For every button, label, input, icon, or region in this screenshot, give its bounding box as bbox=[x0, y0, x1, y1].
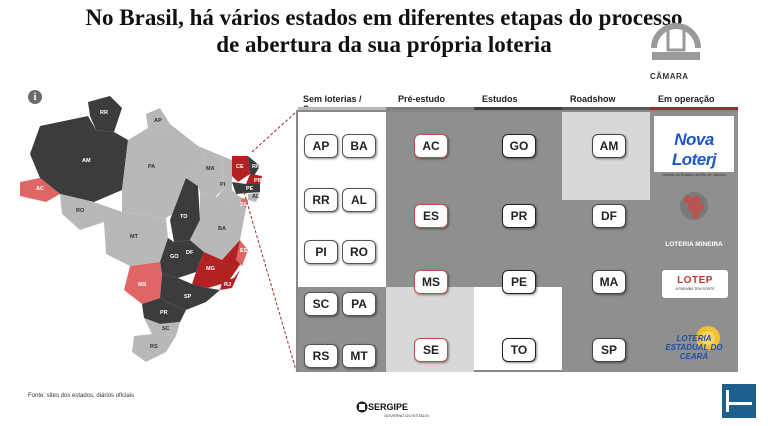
header-pre-estudo: Pré-estudo bbox=[398, 94, 446, 104]
state-sc bbox=[144, 318, 180, 336]
camara-logo-icon bbox=[651, 23, 701, 60]
sergipe-label: SERGIPE bbox=[368, 402, 409, 412]
map-label-pr: PR bbox=[160, 310, 168, 316]
slide-title: No Brasil, há vários estados em diferent… bbox=[0, 4, 768, 58]
state-rs bbox=[132, 334, 176, 362]
state-rn bbox=[248, 156, 260, 176]
state-ma bbox=[186, 146, 224, 196]
chip-am[interactable]: AM bbox=[592, 134, 626, 158]
state-rj bbox=[220, 270, 240, 290]
map-label-ce: CE bbox=[236, 164, 244, 170]
chip-ma[interactable]: MA bbox=[592, 270, 626, 294]
title-line-2: de abertura da sua própria loteria bbox=[216, 32, 552, 57]
chip-sp[interactable]: SP bbox=[592, 338, 626, 362]
state-ms bbox=[124, 262, 162, 304]
state-ce bbox=[232, 156, 250, 182]
sergipe-crest-icon bbox=[356, 401, 368, 413]
chip-rs[interactable]: RS bbox=[304, 344, 338, 368]
bar-estudos bbox=[474, 107, 562, 111]
state-ro bbox=[60, 194, 104, 230]
map-label-se: SE bbox=[240, 202, 248, 208]
lottery-status-panel: AP BA RR AL PI RO SC PA RS MT AC ES MS S… bbox=[296, 110, 738, 372]
state-am bbox=[30, 116, 128, 202]
header-estudos: Estudos bbox=[482, 94, 518, 104]
state-mt bbox=[94, 202, 168, 266]
map-label-rn: RN bbox=[252, 164, 260, 170]
sergipe-subtitle: GOVERNO DO ESTADO bbox=[384, 413, 429, 418]
state-mg bbox=[192, 240, 242, 288]
source-note: Fonte: sites dos estados, diários oficia… bbox=[28, 393, 135, 399]
title-line-1: No Brasil, há vários estados em diferent… bbox=[85, 5, 683, 30]
state-ba bbox=[190, 190, 246, 260]
map-label-pe: PE bbox=[246, 186, 254, 192]
chip-pa[interactable]: PA bbox=[342, 292, 376, 316]
chip-sc[interactable]: SC bbox=[304, 292, 338, 316]
header-em-operacao: Em operação bbox=[658, 94, 715, 104]
map-label-am: AM bbox=[82, 158, 91, 164]
chip-al[interactable]: AL bbox=[342, 188, 376, 212]
chip-to[interactable]: TO bbox=[502, 338, 536, 362]
grapes-icon bbox=[680, 192, 708, 220]
map-label-pb: PB bbox=[254, 178, 262, 184]
map-label-ac: AC bbox=[36, 186, 44, 192]
chip-rr[interactable]: RR bbox=[304, 188, 338, 212]
map-label-ms: MS bbox=[138, 282, 147, 288]
bar-roadshow bbox=[562, 107, 650, 111]
state-to bbox=[170, 178, 200, 242]
map-label-rj: RJ bbox=[224, 282, 231, 288]
chip-ba[interactable]: BA bbox=[342, 134, 376, 158]
map-label-sc: SC bbox=[162, 326, 170, 332]
bar-sem-loterias bbox=[298, 107, 386, 111]
state-rr bbox=[88, 96, 122, 132]
map-label-al: AL bbox=[252, 194, 260, 200]
chip-pe[interactable]: PE bbox=[502, 270, 536, 294]
map-label-rs: RS bbox=[150, 344, 158, 350]
map-label-to: TO bbox=[180, 214, 188, 220]
map-label-ma: MA bbox=[206, 166, 215, 172]
map-label-es: ES bbox=[240, 248, 248, 254]
map-label-ap: AP bbox=[154, 118, 162, 124]
chip-pr[interactable]: PR bbox=[502, 204, 536, 228]
state-pe bbox=[232, 182, 260, 194]
sun-icon bbox=[696, 326, 720, 350]
state-pb bbox=[246, 174, 262, 184]
state-ap bbox=[146, 108, 170, 134]
logo-loteria-mineira[interactable]: LOTERIA MINEIRA bbox=[654, 188, 734, 248]
chip-df[interactable]: DF bbox=[592, 204, 626, 228]
bar-em-operacao bbox=[650, 107, 738, 111]
header-roadshow: Roadshow bbox=[570, 94, 616, 104]
camara-label: CÂMARA bbox=[650, 72, 689, 81]
chip-go[interactable]: GO bbox=[502, 134, 536, 158]
chip-pi[interactable]: PI bbox=[304, 240, 338, 264]
chip-ac[interactable]: AC bbox=[414, 134, 448, 158]
chip-ro[interactable]: RO bbox=[342, 240, 376, 264]
chip-es[interactable]: ES bbox=[414, 204, 448, 228]
chip-mt[interactable]: MT bbox=[342, 344, 376, 368]
map-label-mt: MT bbox=[130, 234, 139, 240]
state-sp bbox=[160, 274, 220, 310]
state-ac bbox=[20, 178, 60, 202]
logo-lotep[interactable]: LOTEP A PARAÍBA TEM SORTE bbox=[662, 270, 728, 298]
map-label-rr: RR bbox=[100, 110, 108, 116]
map-label-sp: SP bbox=[184, 294, 192, 300]
logo-loteria-ceara[interactable]: LOTERIA ESTADUAL DO CEARÁ bbox=[658, 324, 730, 368]
map-label-df: DF bbox=[186, 250, 194, 256]
logo-nova-loterj[interactable]: Nova Loterj Loteria do Estado do Rio de … bbox=[654, 116, 734, 177]
state-go bbox=[160, 238, 204, 278]
map-label-pi: PI bbox=[220, 182, 226, 188]
map-label-ba: BA bbox=[218, 226, 226, 232]
map-label-go: GO bbox=[170, 254, 179, 260]
map-label-pa: PA bbox=[148, 164, 155, 170]
info-icon[interactable]: i bbox=[28, 90, 42, 104]
corner-logo-icon bbox=[722, 384, 756, 418]
map-label-mg: MG bbox=[206, 266, 215, 272]
state-pi bbox=[216, 156, 232, 210]
state-pr bbox=[142, 298, 186, 324]
chip-se[interactable]: SE bbox=[414, 338, 448, 362]
map-label-ro: RO bbox=[76, 208, 85, 214]
bar-pre-estudo bbox=[386, 107, 474, 111]
chip-ap[interactable]: AP bbox=[304, 134, 338, 158]
chip-ms[interactable]: MS bbox=[414, 270, 448, 294]
